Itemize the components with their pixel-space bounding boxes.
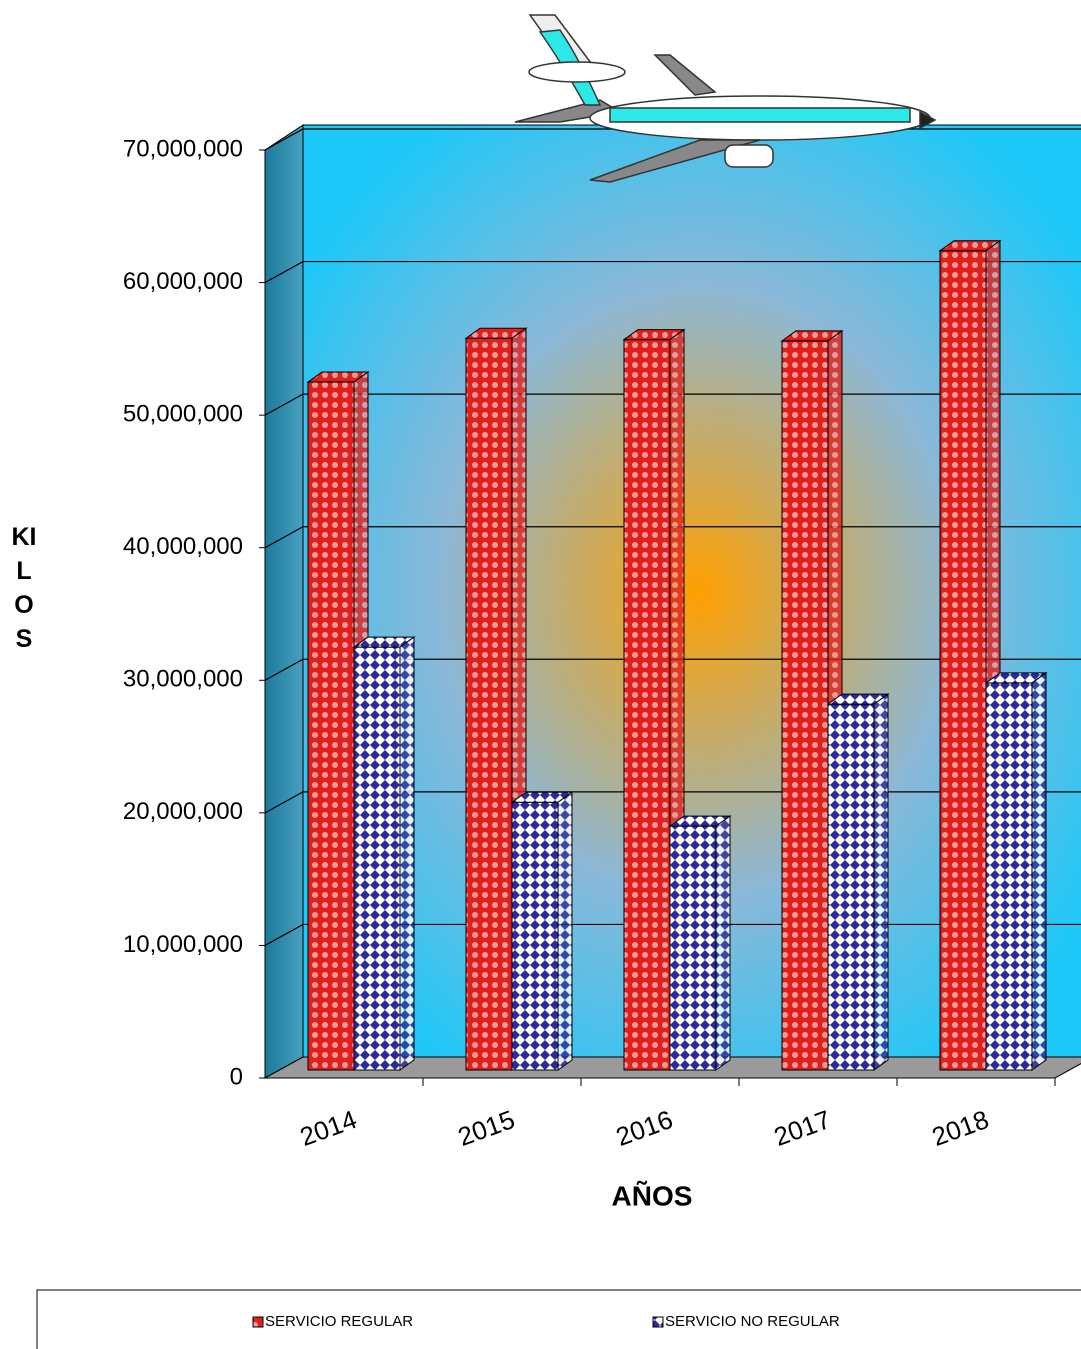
y-tick-label: 70,000,000 — [123, 135, 243, 162]
grid-line — [264, 260, 1081, 284]
x-tick-label: 2018 — [928, 1104, 993, 1152]
bar-front — [465, 337, 513, 1071]
x-tick-label: 2014 — [296, 1104, 361, 1152]
legend-swatch — [252, 1316, 264, 1328]
bar — [780, 329, 844, 1071]
bar — [668, 815, 732, 1071]
y-tick-label: 60,000,000 — [123, 268, 243, 295]
x-tick-label: 2015 — [454, 1104, 519, 1152]
bar — [464, 327, 528, 1071]
y-tick-label: 40,000,000 — [123, 533, 243, 560]
legend-label: SERVICIO NO REGULAR — [665, 1313, 840, 1330]
bar-side — [715, 815, 731, 1071]
bar-front — [623, 339, 671, 1071]
y-tick-label: 30,000,000 — [123, 666, 243, 693]
bar — [352, 636, 416, 1071]
y-tick-label: 0 — [230, 1063, 243, 1090]
y-tick-label: 50,000,000 — [123, 400, 243, 427]
bar-front — [939, 250, 987, 1071]
bar-side — [873, 693, 889, 1071]
bar-side — [557, 791, 573, 1071]
y-axis-title: KILOS — [11, 523, 37, 653]
airplane — [514, 14, 937, 183]
bar-front — [669, 825, 717, 1071]
x-tick-label: 2017 — [770, 1104, 835, 1152]
bar — [984, 671, 1048, 1071]
x-axis-title: AÑOS — [612, 1180, 693, 1211]
bar-front — [511, 801, 559, 1071]
x-tick-label: 2016 — [612, 1104, 677, 1152]
bar-side — [399, 636, 415, 1071]
bar-front — [827, 703, 875, 1071]
bar-front — [985, 682, 1033, 1071]
bar-front — [307, 381, 355, 1071]
y-tick-label: 10,000,000 — [123, 931, 243, 958]
bar — [510, 791, 574, 1071]
bar-front — [781, 340, 829, 1071]
legend-box — [36, 1289, 1081, 1349]
legend-label: SERVICIO REGULAR — [265, 1313, 413, 1330]
bar-side — [1031, 671, 1047, 1071]
legend-swatch — [652, 1316, 664, 1328]
y-tick-label: 20,000,000 — [123, 798, 243, 825]
bar — [826, 693, 890, 1071]
bar-front — [353, 646, 401, 1071]
